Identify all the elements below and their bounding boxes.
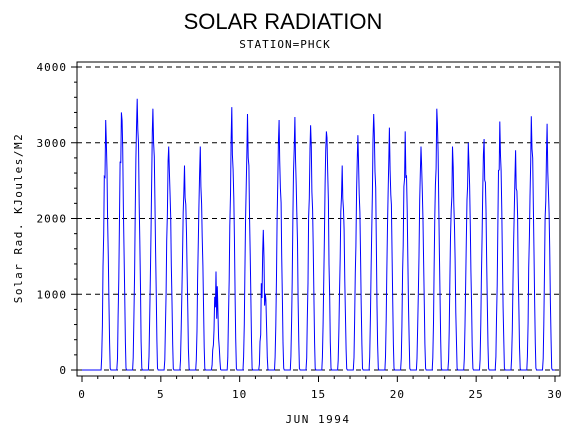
- x-tick-label-5: 5: [157, 388, 165, 401]
- x-tick-label-10: 10: [232, 388, 247, 401]
- series-line-0: [82, 98, 555, 371]
- x-tick-label-15: 15: [311, 388, 326, 401]
- y-tick-label-1000: 1000: [37, 288, 68, 301]
- x-tick-label-25: 25: [469, 388, 484, 401]
- y-tick-label-3000: 3000: [37, 137, 68, 150]
- chart-subtitle: STATION=PHCK: [239, 38, 330, 51]
- y-tick-label-2000: 2000: [37, 213, 68, 226]
- x-tick-label-20: 20: [390, 388, 405, 401]
- x-tick-label-0: 0: [78, 388, 86, 401]
- y-tick-label-4000: 4000: [37, 61, 68, 74]
- data-series: [82, 98, 555, 371]
- chart-title: SOLAR RADIATION: [184, 9, 383, 34]
- x-tick-label-30: 30: [547, 388, 562, 401]
- axes: 0 1000 2000 3000 4000 0 5 10 15 20 25 30: [37, 61, 562, 401]
- x-axis-label: JUN 1994: [286, 413, 351, 426]
- y-tick-label-0: 0: [59, 364, 67, 377]
- y-axis-label: Solar Rad. KJoules/M2: [12, 133, 25, 304]
